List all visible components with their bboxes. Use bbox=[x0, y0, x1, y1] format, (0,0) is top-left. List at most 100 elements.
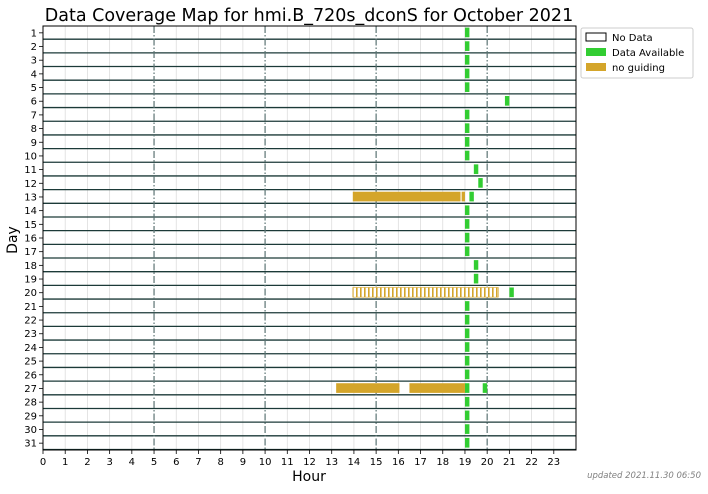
y-tick-label: 19 bbox=[24, 275, 37, 286]
x-tick-label: 10 bbox=[259, 457, 272, 468]
data-available-bar bbox=[464, 150, 470, 161]
data-available-bar bbox=[473, 164, 479, 175]
plot-area: 1234567891011121314151617181920212223242… bbox=[24, 25, 577, 468]
x-tick-label: 1 bbox=[62, 457, 68, 468]
x-tick-label: 5 bbox=[151, 457, 157, 468]
no-guiding-bar bbox=[409, 383, 465, 393]
x-tick-label: 19 bbox=[459, 457, 472, 468]
data-available-bar bbox=[464, 396, 470, 407]
x-tick-label: 15 bbox=[370, 457, 383, 468]
legend-label-available: Data Available bbox=[612, 48, 684, 59]
x-tick-label: 17 bbox=[414, 457, 427, 468]
data-available-bar bbox=[482, 383, 488, 393]
data-available-bar bbox=[464, 437, 470, 448]
y-tick-label: 3 bbox=[31, 56, 37, 67]
y-tick-label: 11 bbox=[24, 165, 37, 176]
y-tick-label: 21 bbox=[24, 302, 37, 313]
data-available-bar bbox=[464, 328, 470, 339]
data-available-bar bbox=[464, 301, 470, 311]
y-tick-label: 17 bbox=[24, 247, 37, 258]
x-tick-label: 12 bbox=[303, 457, 316, 468]
y-tick-label: 5 bbox=[31, 83, 37, 94]
y-tick-label: 2 bbox=[31, 42, 37, 53]
y-tick-label: 22 bbox=[24, 316, 37, 327]
data-available-bar bbox=[464, 424, 470, 434]
data-available-bar bbox=[473, 260, 479, 270]
updated-timestamp: updated 2021.11.30 06:50 bbox=[587, 471, 701, 481]
data-available-bar bbox=[509, 287, 514, 298]
data-available-bar bbox=[464, 68, 470, 79]
no-guiding-bar bbox=[336, 383, 400, 393]
x-tick-label: 16 bbox=[392, 457, 405, 468]
y-tick-label: 30 bbox=[24, 425, 37, 436]
data-available-bar bbox=[464, 342, 470, 352]
y-tick-label: 18 bbox=[24, 261, 37, 272]
legend-swatch-nodata bbox=[585, 32, 607, 42]
data-available-bar bbox=[464, 383, 470, 393]
legend-label-nodata: No Data bbox=[612, 33, 653, 44]
y-tick-label: 26 bbox=[24, 370, 37, 381]
legend-swatch-available bbox=[586, 48, 606, 56]
x-tick-label: 6 bbox=[173, 457, 179, 468]
legend-label-noguiding: no guiding bbox=[612, 63, 665, 74]
y-tick-label: 10 bbox=[24, 151, 37, 162]
data-available-bar bbox=[464, 369, 470, 380]
x-tick-label: 0 bbox=[40, 457, 46, 468]
data-available-bar bbox=[464, 355, 470, 366]
x-tick-label: 8 bbox=[217, 457, 223, 468]
data-available-bar bbox=[464, 41, 470, 51]
y-tick-label: 12 bbox=[24, 179, 37, 190]
data-available-bar bbox=[464, 205, 470, 216]
y-tick-label: 31 bbox=[24, 439, 37, 450]
y-tick-label: 1 bbox=[31, 28, 37, 39]
y-tick-label: 20 bbox=[24, 288, 37, 299]
data-available-bar bbox=[469, 191, 474, 202]
y-tick-label: 24 bbox=[24, 343, 37, 354]
y-tick-label: 7 bbox=[31, 110, 37, 121]
data-available-bar bbox=[464, 314, 470, 325]
x-axis-label: Hour bbox=[292, 469, 326, 485]
data-available-bar bbox=[464, 232, 470, 243]
data-available-bar bbox=[464, 219, 470, 229]
y-tick-label: 8 bbox=[31, 124, 37, 135]
chart-title: Data Coverage Map for hmi.B_720s_dconS f… bbox=[45, 6, 573, 26]
data-available-bar bbox=[478, 178, 483, 188]
y-tick-label: 9 bbox=[31, 138, 37, 149]
y-tick-label: 25 bbox=[24, 357, 37, 368]
y-tick-label: 16 bbox=[24, 234, 37, 245]
no-guiding-bar bbox=[352, 191, 461, 202]
no-guiding-striped-bar bbox=[352, 287, 499, 298]
data-available-bar bbox=[464, 82, 470, 92]
data-available-bar bbox=[464, 410, 470, 421]
x-tick-label: 13 bbox=[325, 457, 338, 468]
data-available-bar bbox=[464, 109, 470, 120]
data-available-bar bbox=[473, 273, 479, 284]
y-tick-label: 15 bbox=[24, 220, 37, 231]
x-tick-label: 3 bbox=[106, 457, 112, 468]
data-available-bar bbox=[464, 54, 470, 65]
x-tick-label: 9 bbox=[240, 457, 246, 468]
legend-swatch-noguiding bbox=[586, 63, 606, 71]
x-tick-label: 22 bbox=[525, 457, 538, 468]
data-available-bar bbox=[464, 137, 470, 147]
no-guiding-bar bbox=[461, 191, 465, 202]
x-tick-label: 11 bbox=[281, 457, 294, 468]
x-tick-label: 7 bbox=[195, 457, 201, 468]
y-tick-label: 14 bbox=[24, 206, 37, 217]
x-tick-label: 18 bbox=[436, 457, 449, 468]
x-tick-label: 14 bbox=[348, 457, 361, 468]
x-tick-label: 2 bbox=[84, 457, 90, 468]
y-tick-label: 29 bbox=[24, 411, 37, 422]
y-tick-label: 13 bbox=[24, 192, 37, 203]
data-available-bar bbox=[464, 27, 470, 38]
legend: No Data Data Available no guiding bbox=[580, 27, 694, 79]
y-axis-label: Day bbox=[5, 226, 21, 254]
y-tick-label: 27 bbox=[24, 384, 37, 395]
y-tick-label: 6 bbox=[31, 97, 37, 108]
data-available-bar bbox=[504, 95, 510, 106]
data-available-bar bbox=[464, 246, 470, 257]
y-tick-label: 4 bbox=[31, 69, 37, 80]
x-tick-label: 21 bbox=[503, 457, 516, 468]
